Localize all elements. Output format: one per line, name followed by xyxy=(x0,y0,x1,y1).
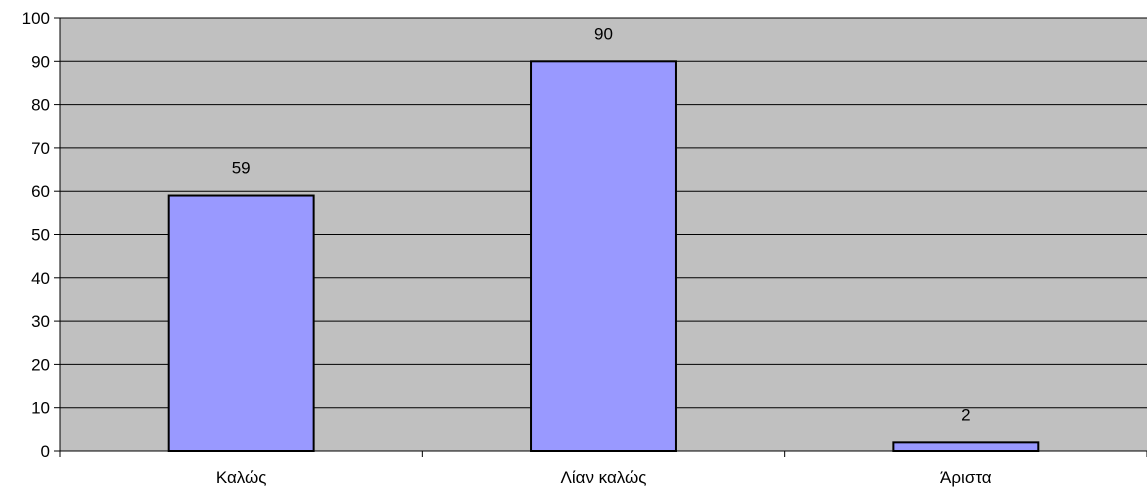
y-tick-label: 90 xyxy=(31,52,50,71)
data-label: 90 xyxy=(594,24,613,43)
y-tick-label: 50 xyxy=(31,226,50,245)
y-tick-label: 30 xyxy=(31,312,50,331)
x-tick-marks xyxy=(59,451,1147,457)
category-label: Καλώς xyxy=(216,468,267,487)
y-tick-label: 100 xyxy=(22,9,50,28)
data-label: 59 xyxy=(232,159,251,178)
y-tick-label: 70 xyxy=(31,139,50,158)
bars xyxy=(167,60,1040,453)
y-tick-label: 80 xyxy=(31,96,50,115)
y-tick-label: 40 xyxy=(31,269,50,288)
y-tick-label: 10 xyxy=(31,399,50,418)
y-tick-label: 60 xyxy=(31,182,50,201)
y-tick-labels: 0 10 20 30 40 50 60 70 80 90 100 xyxy=(22,9,60,461)
y-tick-label: 0 xyxy=(41,442,50,461)
bar xyxy=(530,60,677,453)
bar xyxy=(892,441,1040,452)
category-label: Λίαν καλώς xyxy=(560,468,646,487)
category-labels: Καλώς Λίαν καλώς Άριστα xyxy=(216,468,992,487)
data-label: 2 xyxy=(961,405,970,424)
category-label: Άριστα xyxy=(940,468,992,487)
data-labels: 59 90 2 xyxy=(232,24,971,424)
bar xyxy=(167,194,315,452)
y-tick-label: 20 xyxy=(31,355,50,374)
